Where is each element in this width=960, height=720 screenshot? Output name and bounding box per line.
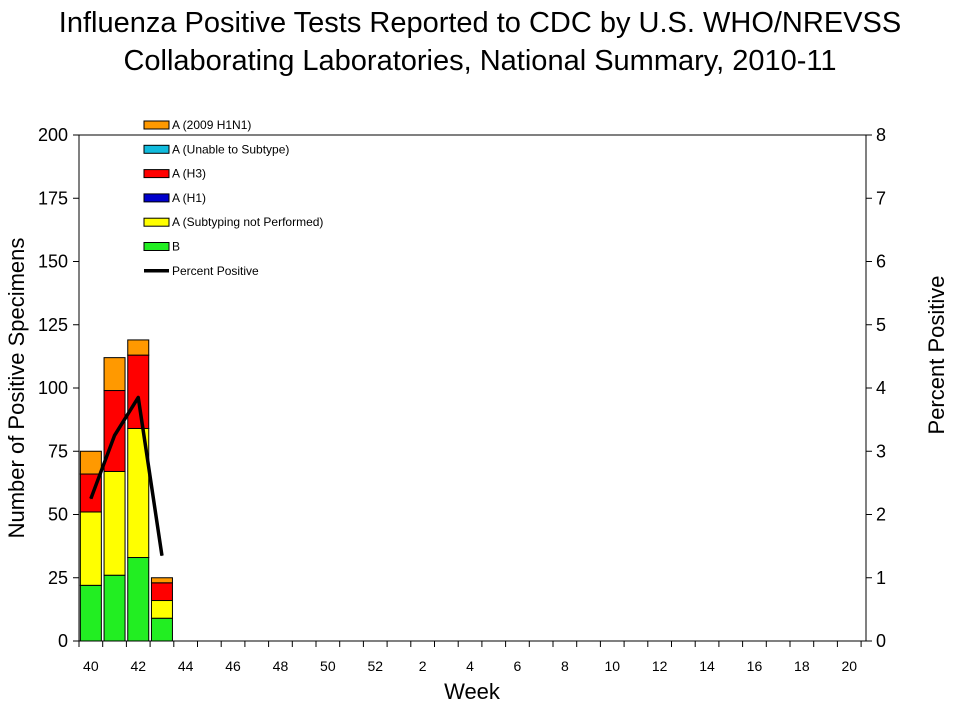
y2-tick-label: 1 bbox=[876, 568, 886, 588]
y2-tick-label: 3 bbox=[876, 441, 886, 461]
bar-segment bbox=[150, 600, 173, 619]
bar-segment bbox=[150, 582, 173, 602]
y2-tick-label: 6 bbox=[876, 252, 886, 272]
y-tick-label: 0 bbox=[58, 631, 68, 651]
chart-title-line2: Collaborating Laboratories, National Sum… bbox=[123, 45, 837, 77]
legend-swatch bbox=[143, 242, 170, 251]
x-axis-label: Week bbox=[444, 679, 501, 704]
percent-positive-point bbox=[137, 396, 139, 398]
y2-tick-label: 5 bbox=[876, 315, 886, 335]
x-tick-label: 16 bbox=[747, 658, 763, 674]
chart-title: Influenza Positive Tests Reported to CDC… bbox=[0, 4, 960, 80]
bar-segment bbox=[103, 470, 126, 576]
legend-swatch bbox=[143, 120, 170, 130]
bar-segment bbox=[79, 450, 102, 475]
x-tick-label: 12 bbox=[652, 658, 668, 674]
y2-tick-label: 4 bbox=[876, 378, 886, 398]
percent-positive-point bbox=[90, 498, 92, 500]
bar-segment bbox=[127, 557, 150, 642]
bar-segment bbox=[150, 577, 173, 584]
y-tick-label: 150 bbox=[38, 252, 68, 272]
legend-label: Percent Positive bbox=[172, 264, 259, 278]
y2-tick-label: 8 bbox=[876, 125, 886, 145]
legend-swatch bbox=[143, 193, 170, 203]
bar-segment bbox=[127, 354, 150, 429]
x-tick-label: 48 bbox=[273, 658, 289, 674]
x-tick-label: 2 bbox=[419, 658, 427, 674]
chart-title-line1: Influenza Positive Tests Reported to CDC… bbox=[58, 7, 902, 39]
y2-tick-label: 2 bbox=[876, 505, 886, 525]
bar-segment bbox=[150, 617, 173, 642]
y-tick-label: 175 bbox=[38, 188, 68, 208]
x-tick-label: 44 bbox=[178, 658, 194, 674]
x-tick-label: 18 bbox=[794, 658, 810, 674]
bar-segment bbox=[103, 357, 126, 392]
legend-label: A (Subtyping not Performed) bbox=[172, 215, 323, 229]
x-tick-label: 20 bbox=[841, 658, 857, 674]
x-tick-label: 10 bbox=[604, 658, 620, 674]
y-tick-label: 125 bbox=[38, 315, 68, 335]
y-tick-label: 50 bbox=[48, 505, 68, 525]
y-axis-label: Number of Positive Specimens bbox=[4, 238, 29, 539]
legend-swatch bbox=[143, 169, 170, 179]
bar-group bbox=[79, 339, 173, 642]
bar-segment bbox=[79, 511, 102, 586]
legend: A (2009 H1N1) A (Unable to Subtype) A (H3)… bbox=[143, 118, 323, 278]
y-tick-label: 100 bbox=[38, 378, 68, 398]
bar-segment bbox=[79, 584, 102, 642]
y2-axis-label: Percent Positive bbox=[924, 276, 949, 435]
legend-label: A (H1) bbox=[172, 191, 206, 205]
bar-segment bbox=[103, 574, 126, 642]
y-tick-label: 25 bbox=[48, 568, 68, 588]
x-tick-label: 14 bbox=[699, 658, 715, 674]
legend-label: A (2009 H1N1) bbox=[172, 118, 251, 132]
percent-positive-point bbox=[114, 434, 116, 436]
x-tick-label: 46 bbox=[225, 658, 241, 674]
legend-swatch bbox=[143, 144, 170, 154]
plot-frame bbox=[78, 134, 867, 642]
y2-tick-label: 7 bbox=[876, 188, 886, 208]
percent-positive-line-group bbox=[89, 395, 164, 557]
y-tick-label: 200 bbox=[38, 125, 68, 145]
x-tick-label: 4 bbox=[466, 658, 474, 674]
x-tick-label: 52 bbox=[367, 658, 383, 674]
legend-swatch bbox=[143, 217, 170, 227]
x-tick-label: 8 bbox=[561, 658, 569, 674]
bar-segment bbox=[127, 339, 150, 356]
legend-label: A (H3) bbox=[172, 167, 206, 181]
y-tick-label: 75 bbox=[48, 441, 68, 461]
legend-label: B bbox=[172, 240, 180, 254]
x-tick-label: 40 bbox=[83, 658, 99, 674]
legend-label: A (Unable to Subtype) bbox=[172, 142, 289, 156]
percent-positive-line bbox=[89, 395, 164, 556]
percent-positive-point bbox=[161, 555, 163, 557]
x-tick-label: 50 bbox=[320, 658, 336, 674]
x-tick-label: 6 bbox=[514, 658, 522, 674]
y2-tick-label: 0 bbox=[876, 631, 886, 651]
x-tick-label: 42 bbox=[130, 658, 146, 674]
